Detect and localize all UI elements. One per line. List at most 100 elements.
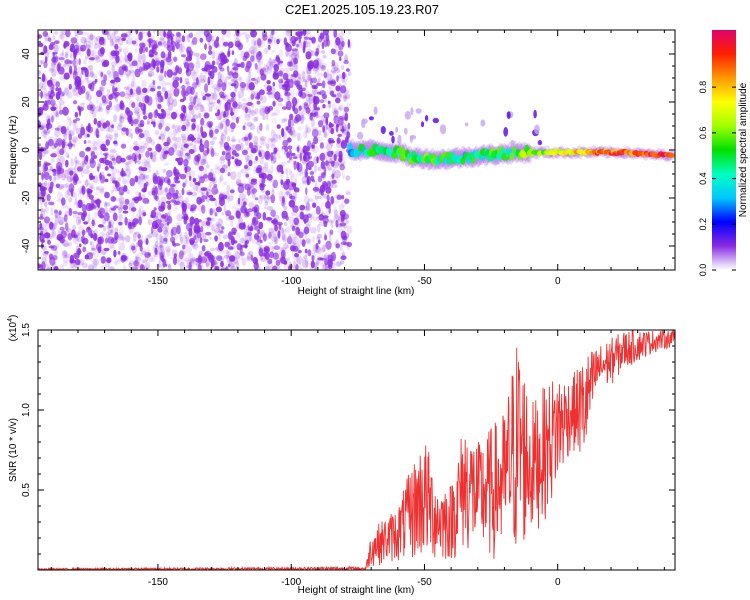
noise-dot [286,257,290,262]
noise-dot [318,120,324,128]
noise-dot [147,219,152,226]
noise-dot [348,62,352,67]
noise-dot [217,223,222,229]
noise-dot [51,84,55,91]
signal-blob [503,127,509,137]
noise-dot [267,258,273,265]
noise-dot [340,252,344,258]
noise-dot [214,189,219,195]
noise-dot [135,30,139,35]
noise-dot [294,253,299,258]
noise-dot [113,140,118,145]
noise-dot [44,256,48,266]
noise-dot [231,144,237,151]
noise-dot [148,32,152,38]
noise-dot [340,260,345,265]
noise-dot [139,145,146,154]
noise-dot [54,209,58,214]
signal-blob [356,131,364,140]
noise-dot [219,250,225,255]
noise-dot [128,147,134,153]
noise-dot [58,210,62,216]
noise-dot [319,90,326,96]
noise-dot [114,43,119,50]
noise-dot [228,215,235,221]
noise-dot [50,77,53,84]
noise-dot [78,219,81,224]
noise-dot [139,173,145,182]
noise-dot [79,198,83,207]
noise-dot [118,242,126,251]
noise-dot [159,213,163,220]
noise-dot [264,201,268,206]
noise-dot [303,104,309,110]
noise-dot [267,241,274,245]
noise-dot [176,32,181,38]
noise-dot [40,213,43,218]
noise-dot [72,59,77,67]
noise-dot [148,38,152,49]
noise-dot [175,77,181,81]
noise-dot [115,235,123,240]
noise-dot [333,110,340,116]
noise-dot [136,109,140,114]
noise-dot [112,40,117,48]
noise-dot [182,251,186,255]
noise-dot [128,93,131,100]
noise-dot [286,100,292,111]
noise-dot [125,218,132,228]
noise-dot [280,227,284,235]
noise-dot [145,46,148,53]
noise-dot [331,173,335,179]
noise-dot [329,175,336,180]
noise-dot [53,175,56,183]
noise-dot [120,143,127,149]
noise-dot [109,80,115,87]
noise-dot [210,148,215,158]
noise-dot [177,195,184,202]
noise-dot [246,184,254,190]
noise-dot [47,239,52,245]
noise-dot [320,192,324,196]
noise-dot [260,39,266,47]
noise-dot [343,80,347,86]
noise-dot [124,235,131,243]
noise-dot [135,91,140,101]
noise-dot [69,60,73,64]
noise-dot [251,219,258,226]
noise-dot [189,68,196,77]
noise-dot [306,161,313,168]
noise-dot [223,254,230,259]
noise-dot [109,121,116,128]
noise-dot [107,236,115,244]
noise-dot [58,109,64,115]
noise-dot [215,68,221,75]
noise-dot [324,234,328,241]
noise-dot [289,241,296,247]
noise-dot [182,182,186,188]
noise-dot [108,221,112,229]
noise-dot [42,251,49,257]
noise-dot [231,128,235,133]
noise-dot [256,235,262,243]
noise-dot [316,57,320,63]
noise-dot [118,48,122,53]
noise-dot [239,86,246,92]
noise-dot [115,152,119,158]
noise-dot [192,257,196,262]
noise-dot [335,261,342,267]
noise-dot [139,179,145,188]
noise-dot [296,98,300,104]
noise-dot [39,72,44,76]
noise-dot [281,202,286,207]
noise-dot [258,244,264,253]
noise-dot [257,195,263,205]
noise-dot [191,81,197,87]
noise-dot [56,157,61,163]
noise-dot [317,105,320,112]
noise-dot [206,93,211,102]
noise-dot [317,175,323,183]
noise-dot [219,67,225,72]
noise-dot [51,202,56,208]
noise-dot [264,251,270,260]
